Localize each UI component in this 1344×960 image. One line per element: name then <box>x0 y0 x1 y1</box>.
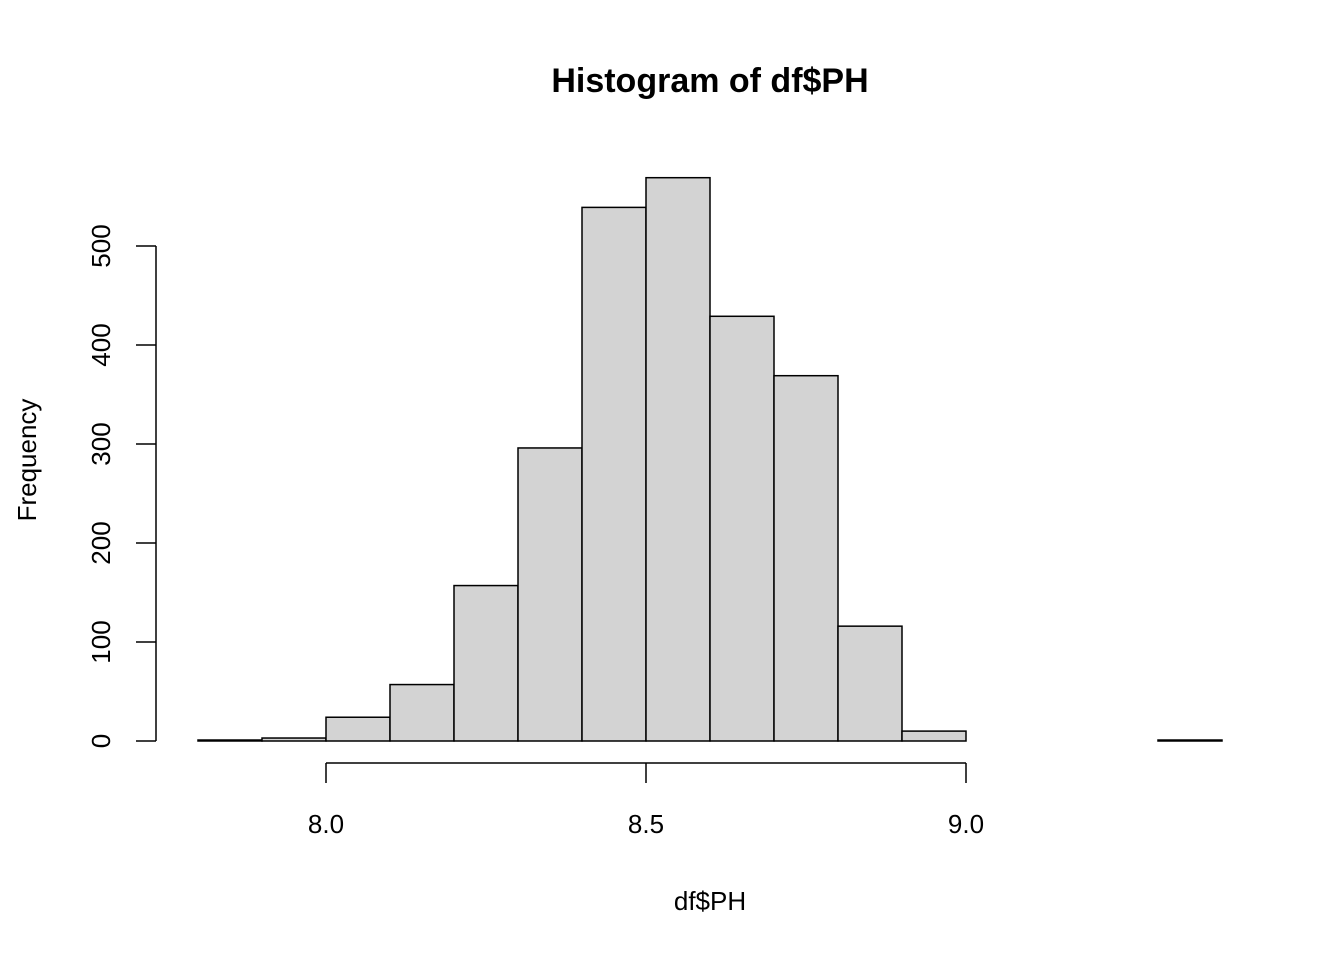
histogram-bar <box>581 206 647 742</box>
y-tick-label: 100 <box>86 620 116 663</box>
histogram-bar <box>197 739 263 742</box>
y-tick-label: 300 <box>86 422 116 465</box>
y-tick-label: 400 <box>86 323 116 366</box>
x-axis-label: df$PH <box>674 886 746 916</box>
histogram-bar <box>517 447 583 742</box>
histogram-bar <box>709 315 775 742</box>
y-tick-label: 0 <box>86 734 116 748</box>
histogram-bar <box>1157 739 1223 742</box>
histogram-bar <box>261 737 327 742</box>
x-tick-label: 8.0 <box>308 809 344 839</box>
histogram-bar <box>773 374 839 742</box>
histogram-bar <box>901 730 967 742</box>
y-axis: 0 100 200 300 400 500 <box>86 224 157 748</box>
histogram-bar <box>325 716 391 742</box>
histogram-bar <box>453 584 519 742</box>
histogram-bar <box>389 683 455 742</box>
x-axis: 8.0 8.5 9.0 <box>308 762 984 839</box>
y-tick-label: 200 <box>86 521 116 564</box>
histogram-bar <box>837 625 903 742</box>
bars-group <box>197 176 1223 742</box>
y-axis-label: Frequency <box>12 399 42 522</box>
chart-title: Histogram of df$PH <box>551 62 868 100</box>
y-tick-label: 500 <box>86 224 116 267</box>
histogram-bar <box>645 176 711 742</box>
x-tick-label: 8.5 <box>628 809 664 839</box>
x-tick-label: 9.0 <box>948 809 984 839</box>
